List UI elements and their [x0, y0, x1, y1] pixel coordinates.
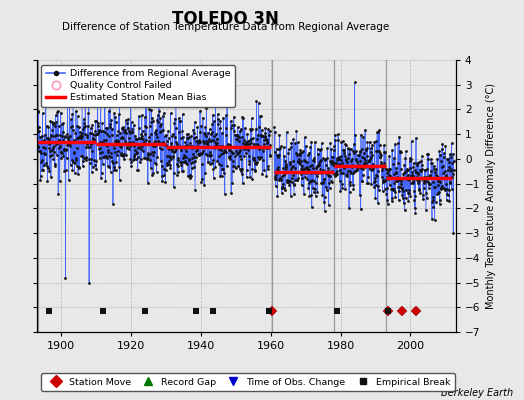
Legend: Difference from Regional Average, Quality Control Failed, Estimated Station Mean: Difference from Regional Average, Qualit…: [41, 65, 235, 107]
Legend: Station Move, Record Gap, Time of Obs. Change, Empirical Break: Station Move, Record Gap, Time of Obs. C…: [41, 373, 455, 391]
Text: Difference of Station Temperature Data from Regional Average: Difference of Station Temperature Data f…: [62, 22, 389, 32]
Y-axis label: Monthly Temperature Anomaly Difference (°C): Monthly Temperature Anomaly Difference (…: [486, 83, 496, 309]
Text: Berkeley Earth: Berkeley Earth: [441, 388, 514, 398]
Text: TOLEDO 3N: TOLEDO 3N: [172, 10, 279, 28]
